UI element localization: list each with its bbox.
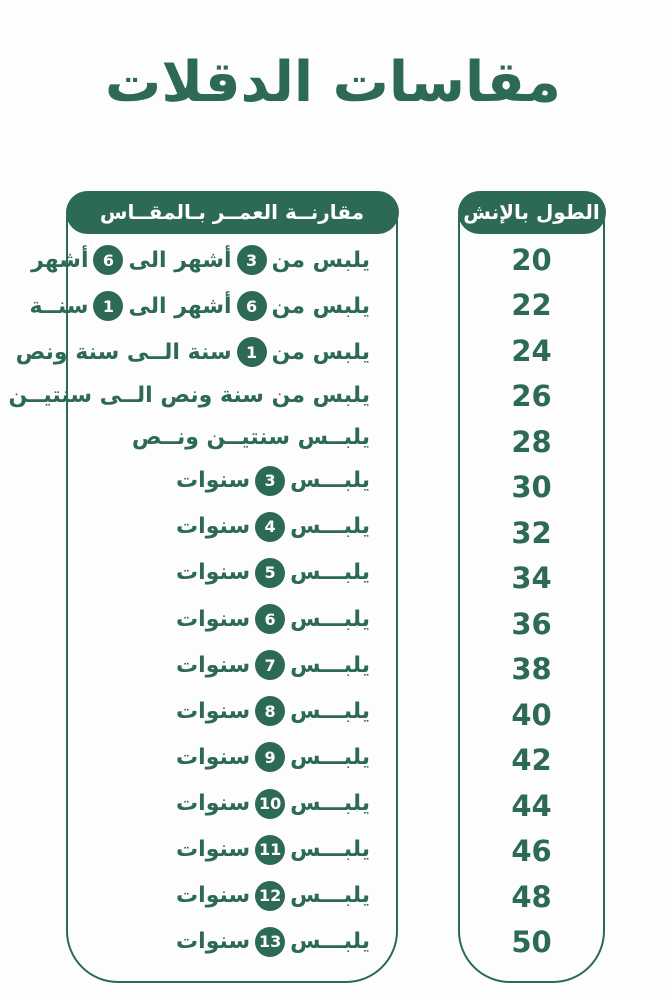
age-text: يلبـــس	[290, 744, 370, 770]
age-row: يلبس من 3 أشهر الى 6 أشهر	[31, 245, 396, 276]
length-value: 36	[511, 606, 552, 641]
age-row: يلبـــس 3 سنوات	[68, 465, 396, 496]
age-text: يلبـــس	[290, 929, 370, 955]
age-text: يلبس من	[271, 293, 370, 319]
age-text: سنوات	[176, 744, 251, 770]
age-row: يلبـــس 10 سنوات	[68, 788, 396, 819]
age-row: يلبـــس 13 سنوات	[68, 926, 396, 957]
age-text: يلبـــس	[290, 883, 370, 909]
age-text: سنوات	[176, 837, 251, 863]
age-number-badge: 11	[255, 834, 286, 865]
age-text: يلبـــس	[290, 837, 370, 863]
age-text: يلبـــس	[290, 468, 370, 494]
age-row: يلبس من 6 أشهر الى 1 سنــة	[29, 291, 396, 322]
age-text: سنوات	[176, 468, 251, 494]
age-text: سنوات	[176, 929, 251, 955]
age-text: يلبـــس	[290, 606, 370, 632]
age-number-badge: 13	[255, 926, 286, 957]
age-text: يلبس من	[271, 247, 370, 273]
length-value: 24	[511, 333, 552, 368]
age-number-badge: 7	[255, 650, 286, 681]
age-text: سنوات	[176, 698, 251, 724]
age-text: يلبــس سنتيــن ونــص	[131, 424, 370, 450]
age-text: يلبس من	[271, 339, 370, 365]
age-text: يلبـــس	[290, 514, 370, 540]
length-value: 32	[511, 515, 552, 550]
age-row: يلبـــس 11 سنوات	[68, 834, 396, 865]
length-value: 26	[511, 379, 552, 414]
age-text: أشهر الى	[128, 293, 232, 319]
page-title: مقاسات الدقلات	[105, 50, 561, 115]
age-number-badge: 6	[236, 291, 267, 322]
age-number-badge: 12	[255, 880, 286, 911]
age-number-badge: 8	[255, 696, 286, 727]
age-row: يلبـــس 7 سنوات	[68, 650, 396, 681]
length-value: 20	[511, 242, 552, 277]
length-panel-header: الطول بالإنش	[457, 190, 606, 234]
age-row: يلبس من 1 سنة الــى سنة ونص	[16, 337, 396, 368]
age-text: سنوات	[176, 883, 251, 909]
length-values: 20 22 24 26 28 30 32 34 36 38 40 42 44 46 48 50	[460, 237, 603, 965]
age-text: أشهر	[31, 247, 89, 273]
age-row: يلبس من سنة ونص الــى سنتيــن	[9, 383, 396, 408]
age-text: يلبـــس	[290, 560, 370, 586]
length-value: 38	[511, 652, 552, 687]
age-row: يلبـــس 6 سنوات	[68, 604, 396, 635]
age-row: يلبـــس 12 سنوات	[68, 880, 396, 911]
length-value: 34	[511, 561, 552, 596]
length-value: 46	[511, 834, 552, 869]
length-inches-panel: الطول بالإنش 20 22 24 26 28 30 32 34 36 38 40 42 44 4…	[457, 190, 606, 983]
age-rows: يلبس من 3 أشهر الى 6 أشهر يلبس من 6 أشهر الى 1 سن…	[9, 237, 396, 965]
age-comparison-panel: مقارنــة العمــر بـالمقــاس يلبس من 3 أشهر…	[9, 190, 399, 983]
age-text: أشهر الى	[128, 247, 232, 273]
age-row: يلبـــس 9 سنوات	[68, 742, 396, 773]
age-number-badge: 4	[255, 511, 286, 542]
age-number-badge: 6	[255, 604, 286, 635]
age-panel-header: مقارنــة العمــر بـالمقــاس	[65, 190, 399, 234]
age-row: يلبـــس 4 سنوات	[68, 511, 396, 542]
age-row: يلبـــس 5 سنوات	[68, 557, 396, 588]
age-text: سنوات	[176, 560, 251, 586]
age-text: يلبـــس	[290, 791, 370, 817]
length-value: 30	[511, 470, 552, 505]
age-text: سنوات	[176, 606, 251, 632]
length-value: 44	[511, 788, 552, 823]
age-number-badge: 1	[236, 337, 267, 368]
age-number-badge: 6	[93, 245, 124, 276]
length-value: 42	[511, 743, 552, 778]
age-number-badge: 3	[255, 465, 286, 496]
age-row: يلبـــس 8 سنوات	[68, 696, 396, 727]
age-text: سنــة	[29, 293, 89, 319]
length-value: 50	[511, 925, 552, 960]
age-text: سنوات	[176, 652, 251, 678]
length-value: 48	[511, 879, 552, 914]
age-row: يلبــس سنتيــن ونــص	[68, 425, 396, 450]
length-value: 40	[511, 697, 552, 732]
age-text: سنوات	[176, 791, 251, 817]
length-value: 22	[511, 288, 552, 323]
age-number-badge: 10	[255, 788, 286, 819]
age-text: يلبس من سنة ونص الــى سنتيــن	[8, 383, 370, 409]
age-text: يلبـــس	[290, 698, 370, 724]
age-text: سنوات	[176, 514, 251, 540]
age-number-badge: 1	[93, 291, 124, 322]
length-value: 28	[511, 424, 552, 459]
age-text: سنة الــى سنة ونص	[15, 339, 232, 365]
age-number-badge: 5	[255, 557, 286, 588]
age-number-badge: 3	[236, 245, 267, 276]
age-text: يلبـــس	[290, 652, 370, 678]
age-number-badge: 9	[255, 742, 286, 773]
